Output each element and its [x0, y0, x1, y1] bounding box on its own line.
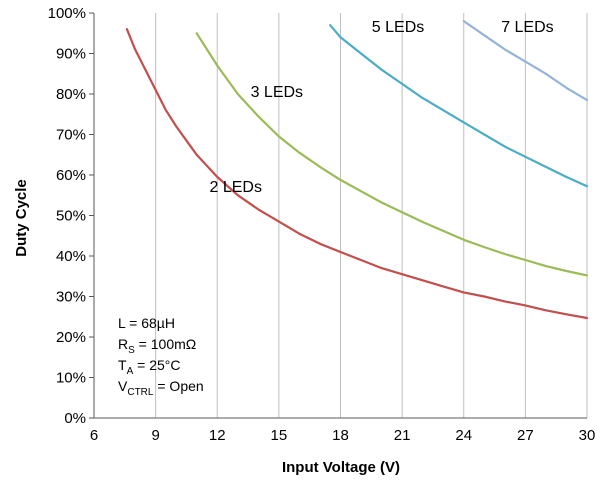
y-tick-label: 90% — [56, 46, 86, 63]
y-tick-label: 10% — [56, 370, 86, 387]
annotation-main: R — [118, 336, 128, 352]
axes: 6 9 12 15 18 21 24 27 30 0% 10% 20% 30% 40% 50% 60% 70% 8… — [48, 5, 596, 444]
annotation-subscript: A — [127, 366, 134, 377]
annotation-value: = Open — [153, 378, 203, 394]
x-tick-label: 30 — [579, 427, 596, 444]
gridlines — [155, 13, 588, 418]
y-tick-label: 50% — [56, 208, 86, 225]
y-tick-label: 100% — [48, 5, 86, 22]
y-tick-label: 60% — [56, 167, 86, 184]
y-tick-label: 30% — [56, 289, 86, 306]
series-line-3 — [329, 24, 589, 188]
annotation-line: VCTRL = Open — [118, 378, 204, 398]
x-tick-label: 27 — [517, 427, 534, 444]
annotation-main: L = 68µH — [118, 315, 175, 331]
y-tick-label: 40% — [56, 248, 86, 265]
series-label: 5 LEDs — [372, 19, 424, 36]
series-line-2 — [195, 32, 589, 277]
annotation-subscript: S — [128, 345, 135, 356]
annotation-value: = 100mΩ — [135, 336, 196, 352]
series-line-4 — [462, 20, 589, 102]
series-label: 2 LEDs — [210, 179, 262, 196]
y-tick-label: 80% — [56, 86, 86, 103]
x-tick-label: 6 — [90, 427, 98, 444]
series-labels: 2 LEDs 3 LEDs 5 LEDs 7 LEDs — [210, 19, 554, 196]
annotation-line: TA = 25°C — [118, 357, 180, 377]
annotation-line: RS = 100mΩ — [118, 336, 196, 356]
series-lines — [125, 20, 589, 320]
x-tick-label: 15 — [271, 427, 288, 444]
series-label: 3 LEDs — [251, 84, 303, 101]
series-line-1 — [125, 28, 589, 320]
series-label: 7 LEDs — [501, 19, 553, 36]
x-axis-title: Input Voltage (V) — [282, 459, 400, 476]
y-tick-label: 0% — [64, 410, 86, 427]
annotation-subscript: CTRL — [127, 387, 154, 398]
y-tick-label: 20% — [56, 329, 86, 346]
annotation-value: = 25°C — [133, 357, 180, 373]
annotation-main: T — [118, 357, 127, 373]
y-axis-title: Duty Cycle — [13, 179, 30, 257]
x-tick-label: 12 — [209, 427, 226, 444]
annotation-line: L = 68µH — [118, 315, 175, 331]
x-tick-label: 24 — [455, 427, 472, 444]
x-tick-label: 18 — [332, 427, 349, 444]
y-tick-label: 70% — [56, 127, 86, 144]
x-tick-label: 9 — [151, 427, 159, 444]
x-tick-label: 21 — [394, 427, 411, 444]
annotation-main: V — [118, 378, 128, 394]
